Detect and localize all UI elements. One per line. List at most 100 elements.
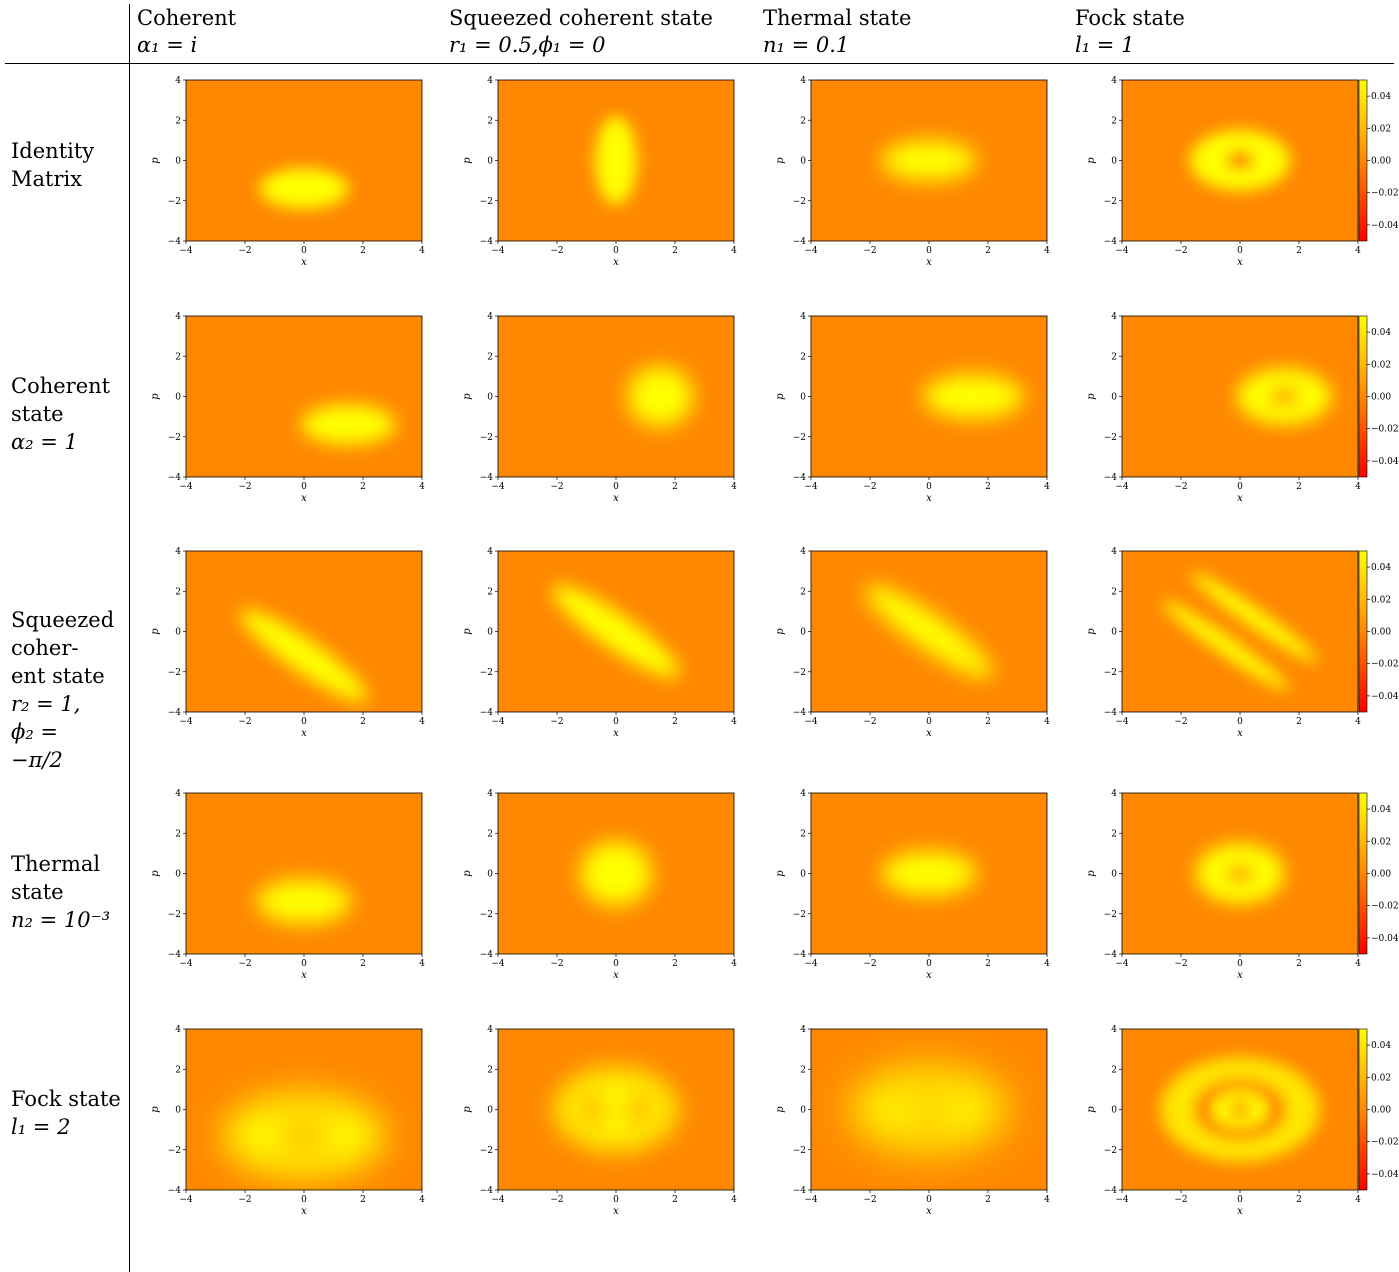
heatmap-background: [186, 551, 422, 712]
y-tick-label: 2: [800, 1065, 806, 1075]
heatmap-panel: −4−4 −2 −2 0 0 2 2 4 4 x p 0.04 0.02 0.00 −0.02 −0.04: [1086, 789, 1399, 981]
x-tick-label: 0: [1237, 959, 1243, 969]
y-tick-label: 2: [175, 587, 181, 597]
x-tick-label: 4: [419, 717, 425, 727]
x-tick-label: 0: [613, 1195, 619, 1205]
wigner-core: [1226, 865, 1254, 882]
x-tick-label: −2: [1174, 482, 1187, 492]
row-label-line: coher-: [11, 636, 79, 660]
wigner-distribution: [1162, 572, 1318, 691]
wigner-core: [899, 1097, 959, 1122]
x-tick-label: −2: [550, 1195, 563, 1205]
x-tick-label: 4: [1355, 1195, 1361, 1205]
y-tick-label: 4: [487, 312, 493, 322]
x-tick-label: −4: [491, 482, 505, 492]
wigner-dip: [631, 1094, 648, 1125]
wigner-peak: [552, 585, 680, 678]
colorbar-tick-label: 0.02: [1371, 124, 1391, 134]
x-tick-label: −2: [1174, 959, 1187, 969]
column-title: Fock state: [1075, 6, 1185, 30]
y-axis-label: p: [462, 870, 473, 877]
x-tick-label: 2: [1296, 246, 1302, 256]
x-axis-label: x: [1237, 1206, 1243, 1217]
y-tick-label: 2: [1111, 829, 1117, 839]
y-tick-label: 4: [800, 76, 806, 86]
wigner-peak: [627, 366, 693, 427]
y-axis-label: p: [150, 157, 161, 164]
heatmap-panel: −4−4 −2 −2 0 0 2 2 4 4 x p: [462, 789, 737, 981]
heatmap-panel: −4−4 −2 −2 0 0 2 2 4 4 x p: [775, 1025, 1050, 1217]
x-tick-label: 0: [1237, 717, 1243, 727]
heatmap-background: [186, 80, 422, 241]
x-tick-label: −4: [491, 1195, 505, 1205]
x-tick-label: −2: [238, 482, 251, 492]
x-tick-label: 2: [360, 246, 366, 256]
colorbar: [1358, 1028, 1368, 1191]
x-axis-label: x: [1237, 493, 1243, 504]
y-tick-label: 0: [800, 1106, 806, 1116]
wigner-distribution: [881, 140, 977, 181]
column-header-thermal: Thermal state n₁ = 0.1: [763, 5, 911, 59]
heatmap-panel: −4−4 −2 −2 0 0 2 2 4 4 x p: [150, 547, 425, 739]
x-tick-label: 4: [731, 1195, 737, 1205]
y-axis-label: p: [775, 1106, 786, 1113]
x-tick-label: −4: [491, 246, 505, 256]
colorbar-tick-label: 0.04: [1371, 563, 1391, 573]
y-tick-label: 2: [1111, 352, 1117, 362]
column-title: Thermal state: [763, 6, 912, 30]
y-tick-label: −2: [480, 668, 493, 678]
y-tick-label: −4: [168, 708, 182, 718]
y-tick-label: 0: [800, 870, 806, 880]
x-tick-label: −2: [550, 246, 563, 256]
x-tick-label: 2: [672, 1195, 678, 1205]
y-tick-label: −4: [168, 950, 182, 960]
y-tick-label: 4: [175, 312, 181, 322]
x-tick-label: −4: [804, 959, 818, 969]
y-tick-label: 2: [487, 587, 493, 597]
colorbar: [1358, 550, 1368, 713]
y-tick-label: 2: [800, 352, 806, 362]
heatmap-panel: −4−4 −2 −2 0 0 2 2 4 4 x p: [462, 76, 737, 268]
y-tick-label: 4: [1111, 76, 1117, 86]
x-tick-label: 0: [926, 482, 932, 492]
x-axis-label: x: [1237, 970, 1243, 981]
x-tick-label: 2: [672, 959, 678, 969]
column-header-fock: Fock state l₁ = 1: [1075, 5, 1185, 59]
y-tick-label: 0: [1111, 628, 1117, 638]
y-tick-label: 4: [1111, 789, 1117, 799]
y-tick-label: 4: [175, 1025, 181, 1035]
row-label-line: Matrix: [11, 167, 83, 191]
heatmap-panel: −4−4 −2 −2 0 0 2 2 4 4 x p: [775, 547, 1050, 739]
wigner-peak: [301, 404, 396, 445]
wigner-peak: [580, 841, 652, 906]
y-tick-label: 4: [175, 76, 181, 86]
row-header-coherent: Coherent state α₂ = 1: [11, 372, 126, 456]
x-tick-label: 4: [1355, 959, 1361, 969]
y-tick-label: −2: [480, 1146, 493, 1156]
y-axis-label: p: [1086, 157, 1097, 164]
y-tick-label: −4: [793, 950, 807, 960]
y-tick-label: 0: [175, 628, 181, 638]
heatmap-background: [186, 316, 422, 477]
x-tick-label: 0: [926, 1195, 932, 1205]
x-tick-label: 4: [1355, 482, 1361, 492]
x-axis-label: x: [301, 257, 307, 268]
x-tick-label: 2: [985, 482, 991, 492]
x-tick-label: 4: [731, 482, 737, 492]
x-tick-label: 4: [1355, 717, 1361, 727]
y-tick-label: 0: [175, 870, 181, 880]
y-axis-label: p: [1086, 628, 1097, 635]
row-label-line: −π/2: [11, 748, 63, 772]
x-tick-label: 2: [360, 482, 366, 492]
y-tick-label: 4: [487, 789, 493, 799]
y-tick-label: 2: [175, 352, 181, 362]
x-tick-label: −2: [550, 717, 563, 727]
wigner-band: [1191, 572, 1318, 663]
y-tick-label: 0: [487, 393, 493, 403]
x-tick-label: −2: [863, 1195, 876, 1205]
row-header-thermal: Thermal state n₂ = 10⁻³: [11, 850, 126, 934]
y-tick-label: 2: [487, 352, 493, 362]
colorbar-tick-label: −0.04: [1371, 457, 1399, 467]
x-tick-label: 0: [301, 482, 307, 492]
x-tick-label: 4: [731, 959, 737, 969]
